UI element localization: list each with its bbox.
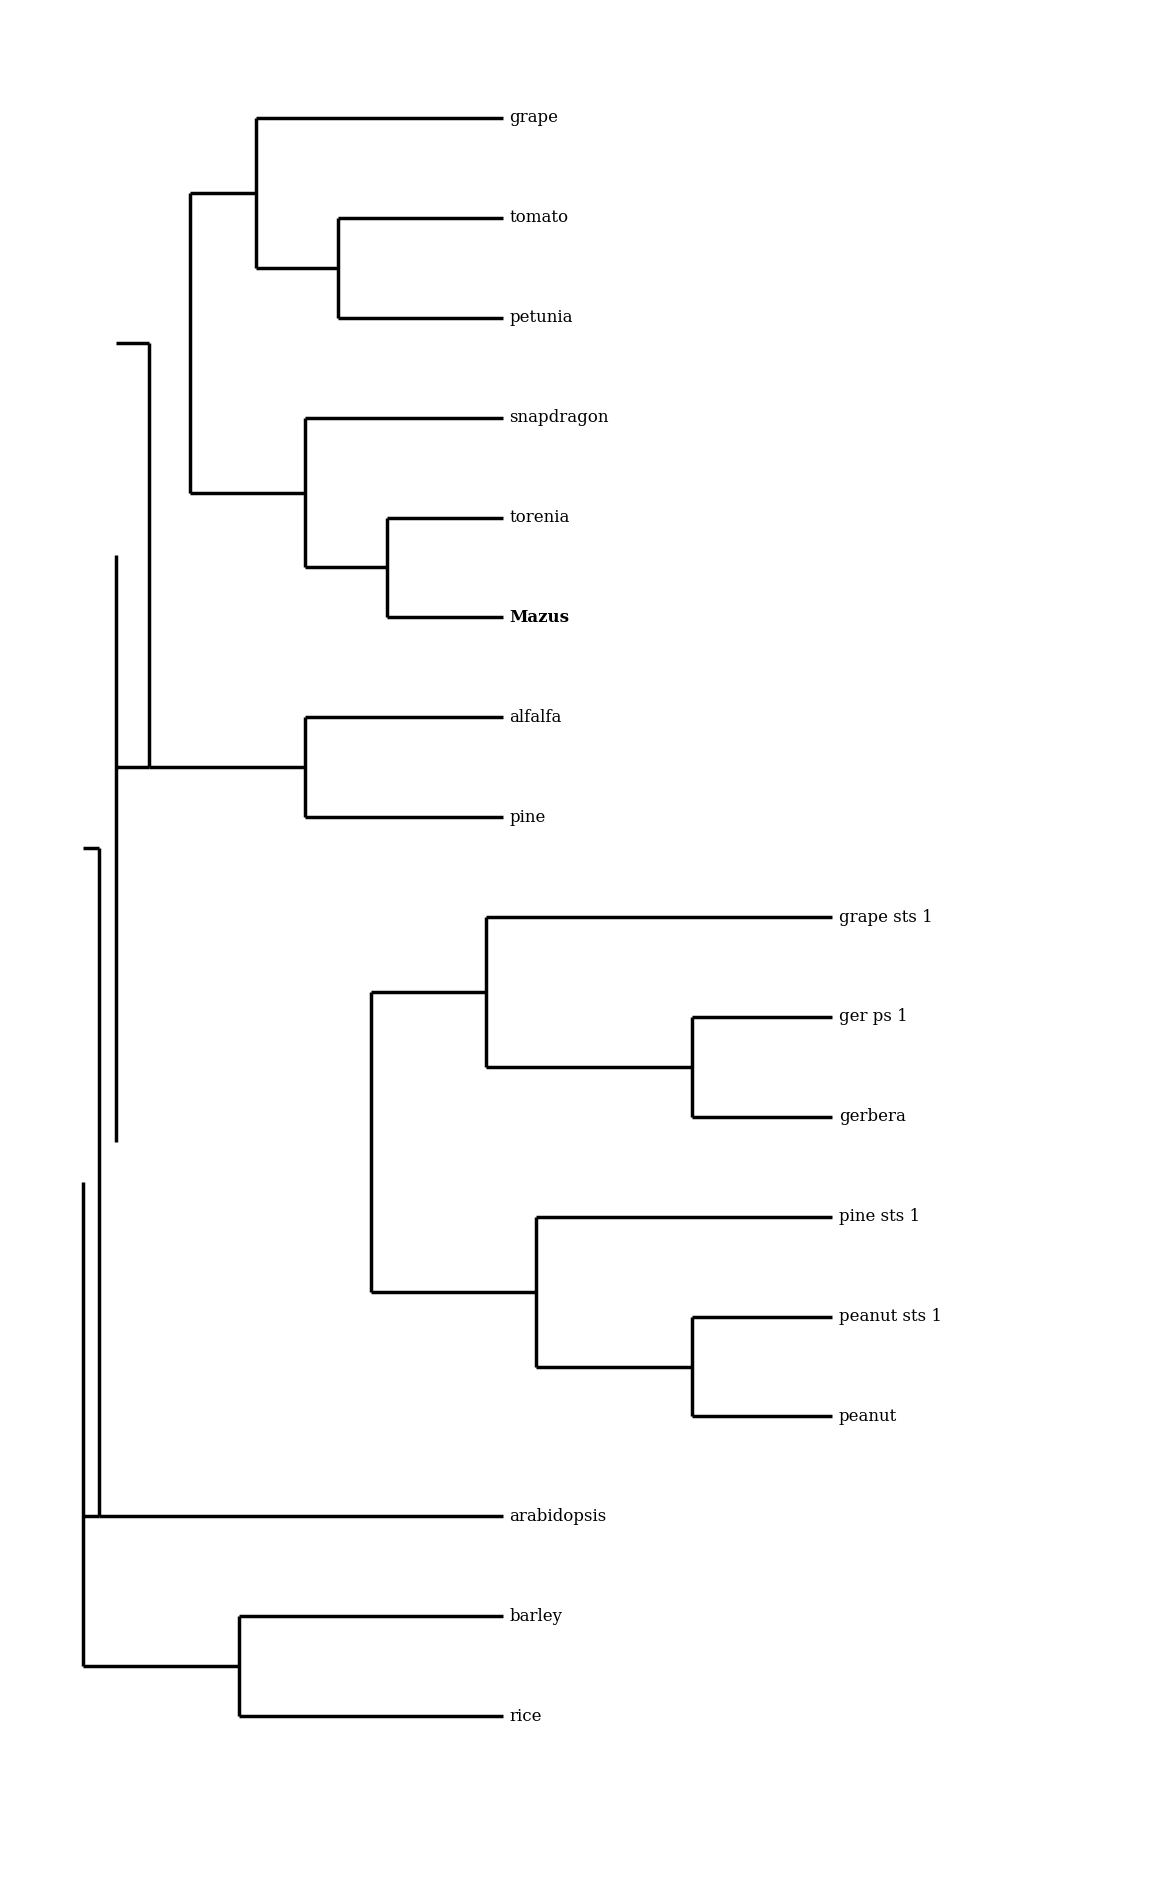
Text: peanut: peanut xyxy=(839,1407,897,1424)
Text: petunia: petunia xyxy=(509,308,573,326)
Text: tomato: tomato xyxy=(509,209,568,227)
Text: alfalfa: alfalfa xyxy=(509,708,561,725)
Text: grape: grape xyxy=(509,110,559,126)
Text: rice: rice xyxy=(509,1708,541,1725)
Text: peanut sts 1: peanut sts 1 xyxy=(839,1308,941,1325)
Text: grape sts 1: grape sts 1 xyxy=(839,908,932,925)
Text: ger ps 1: ger ps 1 xyxy=(839,1009,908,1026)
Text: gerbera: gerbera xyxy=(839,1108,905,1125)
Text: pine: pine xyxy=(509,809,546,826)
Text: pine sts 1: pine sts 1 xyxy=(839,1209,920,1224)
Text: torenia: torenia xyxy=(509,508,569,526)
Text: arabidopsis: arabidopsis xyxy=(509,1508,607,1525)
Text: snapdragon: snapdragon xyxy=(509,409,609,426)
Text: Mazus: Mazus xyxy=(509,609,569,626)
Text: barley: barley xyxy=(509,1607,562,1624)
